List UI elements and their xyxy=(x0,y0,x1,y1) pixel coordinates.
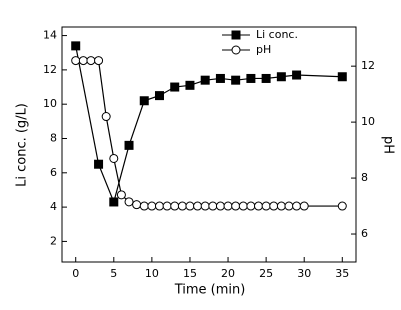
marker xyxy=(185,201,195,211)
marker xyxy=(139,201,149,211)
x-axis-title: Time (min) xyxy=(174,283,246,298)
marker xyxy=(238,201,248,211)
marker xyxy=(185,80,195,90)
marker xyxy=(124,140,134,150)
marker xyxy=(292,201,302,211)
x-tick-label: 10 xyxy=(145,267,159,280)
y2-tick-label: 10 xyxy=(361,115,375,128)
marker xyxy=(337,72,347,82)
marker xyxy=(337,201,347,211)
y-tick-label: 14 xyxy=(43,29,57,42)
marker xyxy=(177,201,187,211)
y-axis-title: Li conc. (g/L) xyxy=(15,103,30,187)
marker xyxy=(292,70,302,80)
y-tick-label: 8 xyxy=(50,131,57,144)
marker xyxy=(124,197,134,207)
marker xyxy=(246,73,256,83)
marker xyxy=(261,73,271,83)
marker xyxy=(200,201,210,211)
marker xyxy=(139,96,149,106)
series-line xyxy=(75,45,343,204)
marker xyxy=(154,201,164,211)
marker xyxy=(276,201,286,211)
marker xyxy=(299,201,309,211)
x-tick-label: 35 xyxy=(335,267,349,280)
y-tick-label: 6 xyxy=(50,166,57,179)
marker xyxy=(276,72,286,82)
marker xyxy=(101,112,111,122)
marker xyxy=(254,201,264,211)
marker xyxy=(71,56,81,66)
marker xyxy=(208,201,218,211)
x-tick-label: 5 xyxy=(110,267,117,280)
x-tick-label: 15 xyxy=(183,267,197,280)
x-tick-label: 30 xyxy=(297,267,311,280)
marker xyxy=(193,201,203,211)
marker xyxy=(116,190,126,200)
marker xyxy=(71,41,81,51)
marker xyxy=(147,201,157,211)
marker xyxy=(86,56,96,66)
y-tick-label: 2 xyxy=(50,234,57,247)
legend-marker xyxy=(231,30,241,40)
marker xyxy=(223,201,233,211)
x-tick-label: 20 xyxy=(221,267,235,280)
y2-tick-label: 8 xyxy=(361,171,368,184)
marker xyxy=(231,201,241,211)
legend-label: pH xyxy=(256,43,271,56)
y-tick-label: 12 xyxy=(43,63,57,76)
y2-axis-title: pH xyxy=(381,136,396,154)
marker xyxy=(94,159,104,169)
marker xyxy=(109,153,119,163)
legend-marker xyxy=(231,45,241,55)
legend-label: Li conc. xyxy=(256,28,298,41)
marker xyxy=(269,201,279,211)
marker xyxy=(231,75,241,85)
y2-tick-label: 12 xyxy=(361,59,375,72)
marker xyxy=(132,200,142,210)
marker xyxy=(94,56,104,66)
y-tick-label: 10 xyxy=(43,97,57,110)
y-tick-label: 4 xyxy=(50,200,57,213)
marker xyxy=(284,201,294,211)
x-tick-label: 0 xyxy=(72,267,79,280)
marker xyxy=(246,201,256,211)
marker xyxy=(154,91,164,101)
marker xyxy=(261,201,271,211)
marker xyxy=(170,201,180,211)
marker xyxy=(109,197,119,207)
marker xyxy=(215,201,225,211)
marker xyxy=(78,56,88,66)
marker xyxy=(162,201,172,211)
plot-frame xyxy=(61,26,357,263)
y2-tick-label: 6 xyxy=(361,227,368,240)
marker xyxy=(170,82,180,92)
marker xyxy=(215,73,225,83)
x-tick-label: 25 xyxy=(259,267,273,280)
marker xyxy=(200,75,210,85)
